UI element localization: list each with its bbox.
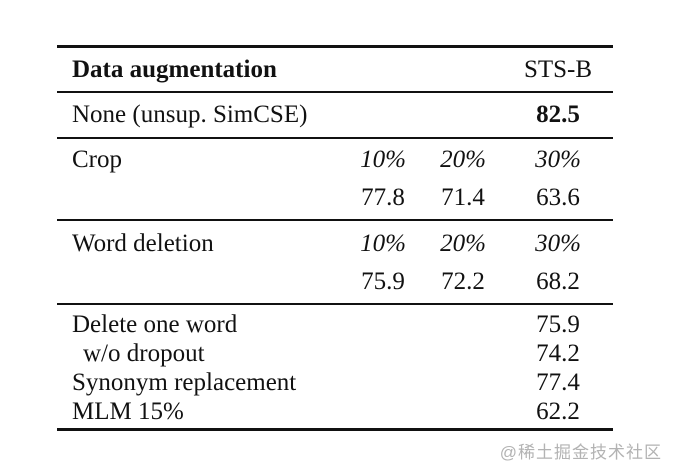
word-deletion-value-cell: 68.2 bbox=[536, 268, 580, 295]
baseline-label: None (unsup. SimCSE) bbox=[72, 101, 308, 128]
table-row-word-deletion-rates: Word deletion 10% 20% 30% bbox=[57, 225, 613, 263]
crop-value-cell: 71.4 bbox=[441, 184, 485, 211]
table-row-crop-rates: Crop 10% 20% 30% bbox=[57, 141, 613, 179]
word-deletion-rate-cell: 10% bbox=[360, 230, 406, 257]
row-value: 75.9 bbox=[536, 310, 580, 338]
table-row-delete-one-word: Delete one word 75.9 bbox=[57, 310, 613, 339]
word-deletion-label: Word deletion bbox=[72, 230, 214, 257]
word-deletion-value-cell: 72.2 bbox=[441, 268, 485, 295]
table-row-synonym-replacement: Synonym replacement 77.4 bbox=[57, 368, 613, 397]
crop-rate-cell: 20% bbox=[440, 146, 486, 173]
other-augmentations-section: Delete one word 75.9 w/o dropout 74.2 Sy… bbox=[57, 305, 613, 431]
word-deletion-section: Word deletion 10% 20% 30% 75.9 72.2 68.2 bbox=[57, 221, 613, 305]
baseline-section: None (unsup. SimCSE) 82.5 bbox=[57, 93, 613, 139]
row-value: 62.2 bbox=[536, 397, 580, 425]
table-row-mlm-15: MLM 15% 62.2 bbox=[57, 397, 613, 426]
crop-value-cell: 77.8 bbox=[361, 184, 405, 211]
row-label: Synonym replacement bbox=[72, 368, 297, 396]
table-row-word-deletion-values: 75.9 72.2 68.2 bbox=[57, 263, 613, 301]
crop-section: Crop 10% 20% 30% 77.8 71.4 63.6 bbox=[57, 139, 613, 221]
column-header-stsb: STS-B bbox=[523, 55, 593, 83]
table-row-baseline: None (unsup. SimCSE) 82.5 bbox=[57, 93, 613, 137]
table-header-section: Data augmentation STS-B bbox=[57, 48, 613, 93]
word-deletion-rate-cell: 20% bbox=[440, 230, 486, 257]
crop-label: Crop bbox=[72, 146, 122, 173]
table-row-wo-dropout: w/o dropout 74.2 bbox=[57, 339, 613, 368]
row-value: 74.2 bbox=[536, 339, 580, 367]
row-label: MLM 15% bbox=[72, 397, 184, 425]
row-value: 77.4 bbox=[536, 368, 580, 396]
column-header-data-augmentation: Data augmentation bbox=[72, 55, 277, 83]
table-row-crop-values: 77.8 71.4 63.6 bbox=[57, 179, 613, 217]
data-augmentation-table: Data augmentation STS-B None (unsup. Sim… bbox=[57, 45, 613, 431]
table-header-row: Data augmentation STS-B bbox=[57, 48, 613, 91]
crop-value-cell: 63.6 bbox=[536, 184, 580, 211]
word-deletion-value-cell: 75.9 bbox=[361, 268, 405, 295]
juejin-watermark: @稀土掘金技术社区 bbox=[499, 443, 662, 462]
crop-rate-cell: 30% bbox=[535, 146, 581, 173]
crop-rate-cell: 10% bbox=[360, 146, 406, 173]
row-label: w/o dropout bbox=[83, 339, 205, 367]
row-label: Delete one word bbox=[72, 310, 238, 338]
word-deletion-rate-cell: 30% bbox=[535, 230, 581, 257]
baseline-value: 82.5 bbox=[536, 101, 580, 128]
